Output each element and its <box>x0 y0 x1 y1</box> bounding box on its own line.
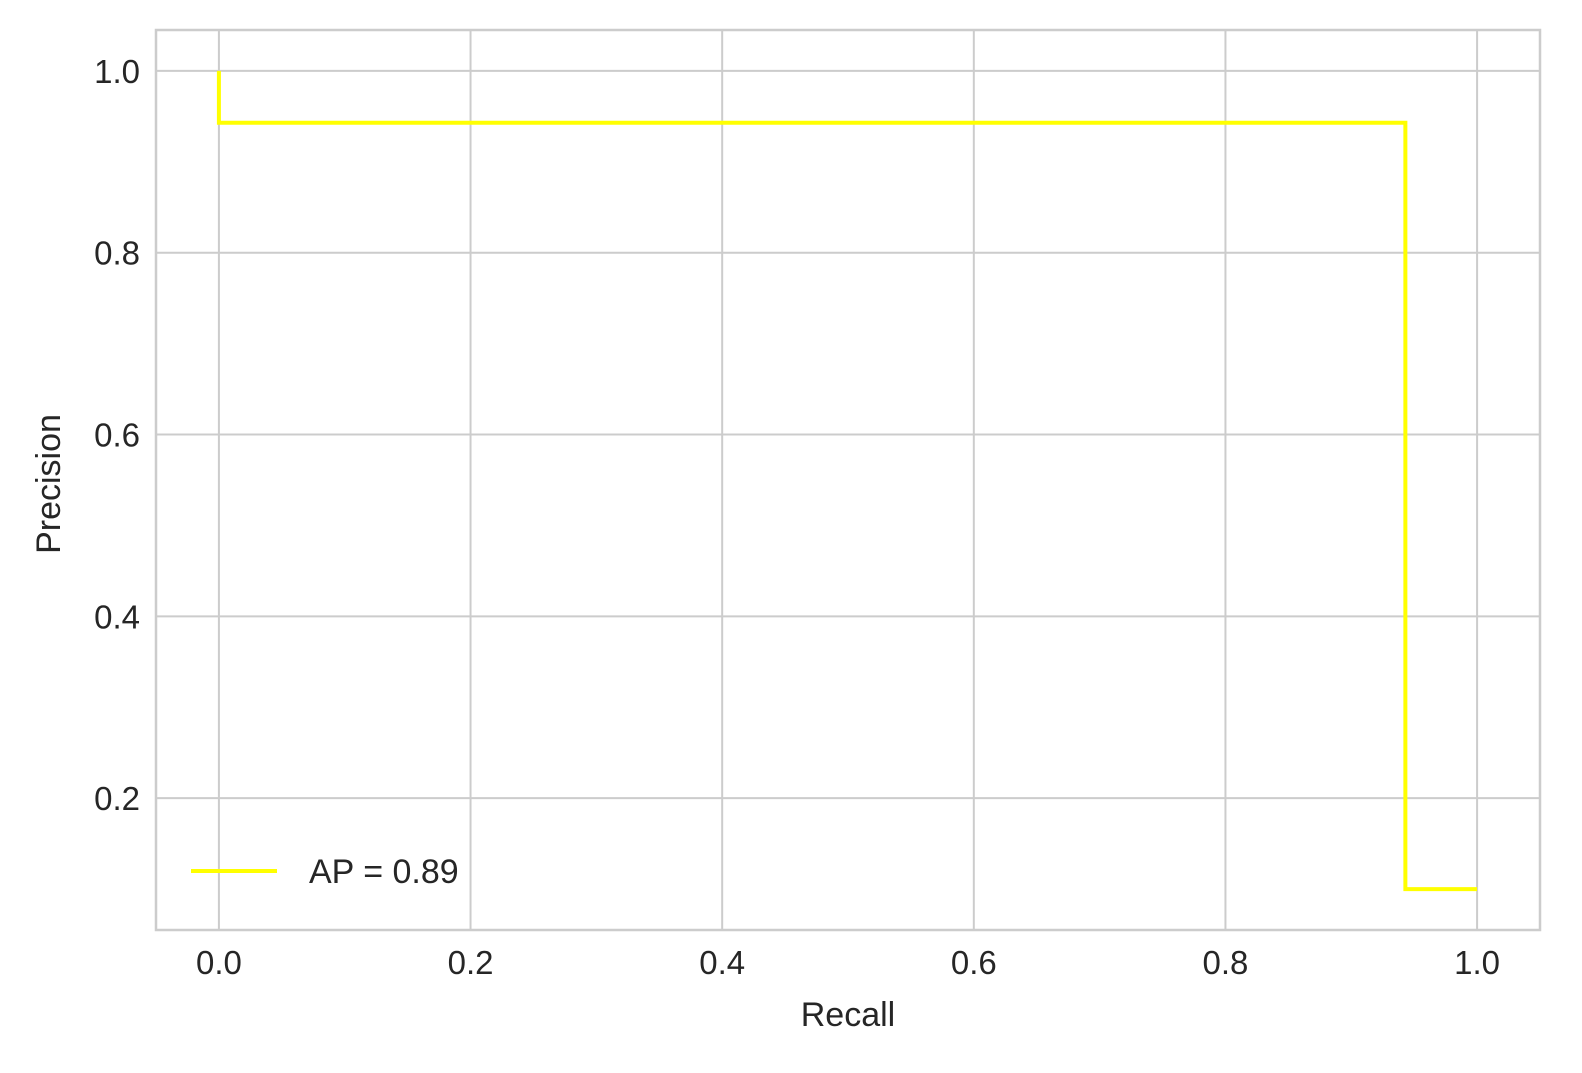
x-tick-label: 0.8 <box>1203 944 1249 981</box>
x-tick-label: 1.0 <box>1454 944 1500 981</box>
x-tick-label: 0.6 <box>951 944 997 981</box>
y-tick-label: 1.0 <box>94 53 140 90</box>
x-tick-label: 0.0 <box>196 944 242 981</box>
series-layer <box>216 70 1478 892</box>
x-axis-label: Recall <box>801 996 895 1034</box>
legend: AP = 0.89 <box>191 853 459 891</box>
x-tick-labels: 0.0 0.2 0.4 0.6 0.8 1.0 <box>196 944 1500 981</box>
x-tick-label: 0.4 <box>699 944 745 981</box>
y-tick-labels: 0.2 0.4 0.6 0.8 1.0 <box>94 53 140 817</box>
x-tick-label: 0.2 <box>448 944 494 981</box>
plot-background <box>156 30 1540 930</box>
plot-frame <box>154 28 1542 932</box>
y-tick-label: 0.6 <box>94 417 140 454</box>
series-line-precision-recall <box>216 70 1478 892</box>
y-gridlines <box>156 69 1540 800</box>
y-tick-label: 0.4 <box>94 598 140 635</box>
x-gridlines <box>217 30 1479 930</box>
y-tick-label: 0.2 <box>94 780 140 817</box>
y-axis-label: Precision <box>30 414 68 554</box>
legend-entry-label: AP = 0.89 <box>309 853 459 891</box>
y-tick-label: 0.8 <box>94 235 140 272</box>
